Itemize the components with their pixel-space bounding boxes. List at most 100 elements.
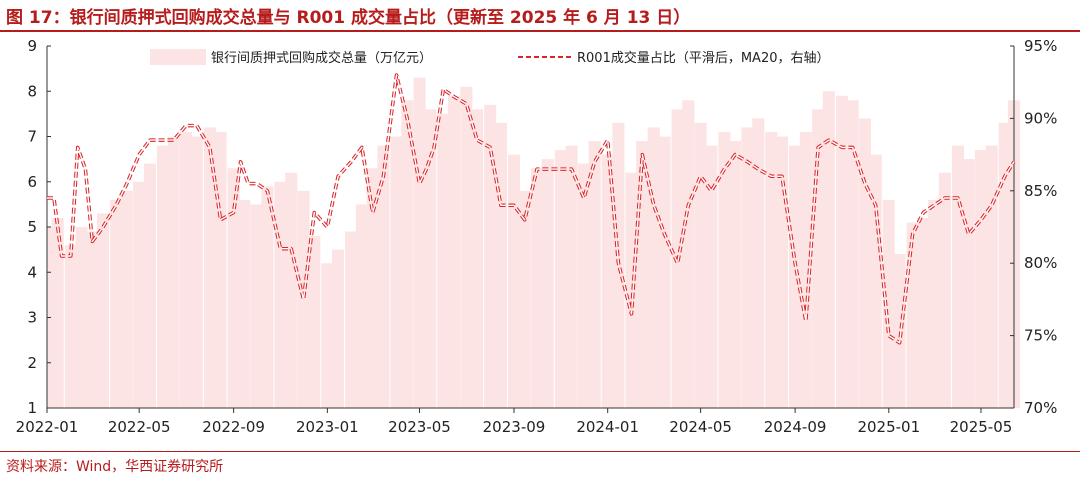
- volume-bar: [518, 190, 531, 408]
- volume-bar: [413, 77, 426, 408]
- volume-bar: [741, 127, 754, 409]
- volume-bar: [120, 190, 133, 408]
- right-tick-label: 70%: [1024, 399, 1057, 417]
- left-tick-label: 8: [27, 82, 37, 100]
- volume-bar: [227, 168, 240, 408]
- left-tick-label: 6: [27, 173, 37, 191]
- volume-bar: [765, 132, 778, 408]
- x-axis-ticks: 2022-01 2022-05 2022-09 2023-01 2023-05 2023-…: [16, 408, 1013, 436]
- volume-bar: [484, 104, 497, 409]
- volume-bar: [297, 190, 310, 408]
- volume-bar: [928, 199, 941, 408]
- volume-bar: [906, 222, 919, 408]
- volume-bar: [541, 159, 554, 408]
- volume-bar: [962, 159, 975, 408]
- left-axis-ticks: 1 2 3 4 5 6 7 8 9: [27, 37, 51, 417]
- volume-bar: [694, 122, 707, 409]
- volume-bar: [143, 163, 156, 408]
- source-note: 资料来源：Wind，华西证券研究所: [6, 459, 224, 475]
- left-tick-label: 3: [27, 309, 37, 327]
- r001-line-inner: [47, 74, 1015, 344]
- volume-bar: [705, 145, 718, 408]
- x-tick-label: 2022-09: [202, 418, 265, 436]
- volume-bar: [625, 172, 638, 408]
- volume-bar: [355, 204, 368, 408]
- volume-bar: [190, 136, 203, 408]
- title-rule: [0, 30, 1080, 32]
- volume-bar: [321, 263, 334, 408]
- source-rule: [0, 451, 1080, 452]
- volume-bar: [110, 199, 123, 408]
- x-tick-label: 2024-01: [576, 418, 639, 436]
- volume-bar: [951, 145, 964, 408]
- x-tick-label: 2022-05: [108, 418, 171, 436]
- legend-label-volume: 银行间质押式回购成交总量（万亿元）: [211, 50, 432, 66]
- volume-bar: [366, 168, 379, 408]
- volume-bar: [601, 154, 614, 408]
- volume-bar: [998, 122, 1011, 409]
- volume-bar: [882, 199, 895, 408]
- volume-bar: [167, 136, 180, 408]
- left-tick-label: 7: [27, 128, 37, 146]
- volume-bar: [332, 249, 345, 408]
- right-tick-label: 80%: [1024, 254, 1057, 272]
- volume-bar: [261, 186, 274, 408]
- volume-bar: [86, 231, 99, 408]
- legend-swatch-volume: [150, 49, 206, 65]
- volume-bar: [156, 145, 169, 408]
- volume-bar: [858, 118, 871, 409]
- volume-bar: [554, 150, 567, 408]
- volume-bar: [471, 109, 484, 409]
- volume-bar: [729, 141, 742, 408]
- volume-bar: [893, 254, 906, 408]
- volume-bar: [51, 217, 64, 408]
- volume-bar: [799, 132, 812, 408]
- volume-bar: [917, 217, 930, 408]
- volume-bar: [846, 100, 859, 409]
- volume-bar: [214, 132, 227, 408]
- volume-bar: [869, 154, 882, 408]
- x-tick-label: 2022-01: [16, 418, 79, 436]
- volume-bar: [75, 227, 88, 408]
- volume-bar: [658, 136, 671, 408]
- volume-bar: [460, 86, 473, 408]
- volume-bar: [448, 95, 461, 409]
- volume-bar: [822, 91, 835, 409]
- x-tick-label: 2025-05: [950, 418, 1013, 436]
- volume-bar: [390, 136, 403, 408]
- r001-share-line: [47, 73, 1016, 345]
- legend-label-r001: R001成交量占比（平滑后，MA20，右轴）: [577, 50, 830, 66]
- volume-bar: [345, 231, 358, 408]
- volume-bar: [238, 199, 251, 408]
- volume-bar: [250, 204, 263, 408]
- volume-bar: [507, 154, 520, 408]
- volume-bar: [97, 213, 110, 408]
- volume-bar: [494, 122, 507, 409]
- volume-bar: [401, 100, 414, 409]
- volume-bar: [437, 113, 450, 409]
- right-tick-label: 75%: [1024, 327, 1057, 345]
- right-tick-label: 95%: [1024, 37, 1057, 55]
- volume-bar: [285, 172, 298, 408]
- left-tick-label: 5: [27, 218, 37, 236]
- volume-bar: [64, 245, 77, 408]
- figure-title: 图 17：银行间质押式回购成交总量与 R001 成交量占比（更新至 2025 年…: [6, 8, 691, 28]
- volume-bar: [377, 145, 390, 408]
- x-tick-label: 2023-01: [296, 418, 359, 436]
- left-tick-label: 1: [27, 399, 37, 417]
- left-tick-label: 2: [27, 354, 37, 372]
- x-tick-label: 2025-01: [857, 418, 920, 436]
- volume-bar: [565, 145, 578, 408]
- volume-bar: [612, 122, 625, 409]
- volume-bar: [531, 168, 544, 408]
- volume-bar: [308, 236, 321, 408]
- legend: 银行间质押式回购成交总量（万亿元） R001成交量占比（平滑后，MA20，右轴）: [150, 49, 830, 66]
- x-tick-label: 2023-09: [483, 418, 546, 436]
- volume-bar: [682, 100, 695, 409]
- volume-bar: [274, 181, 287, 409]
- volume-bar: [938, 172, 951, 408]
- volume-bar: [180, 132, 193, 408]
- x-tick-label: 2024-09: [764, 418, 827, 436]
- volume-bar: [588, 141, 601, 408]
